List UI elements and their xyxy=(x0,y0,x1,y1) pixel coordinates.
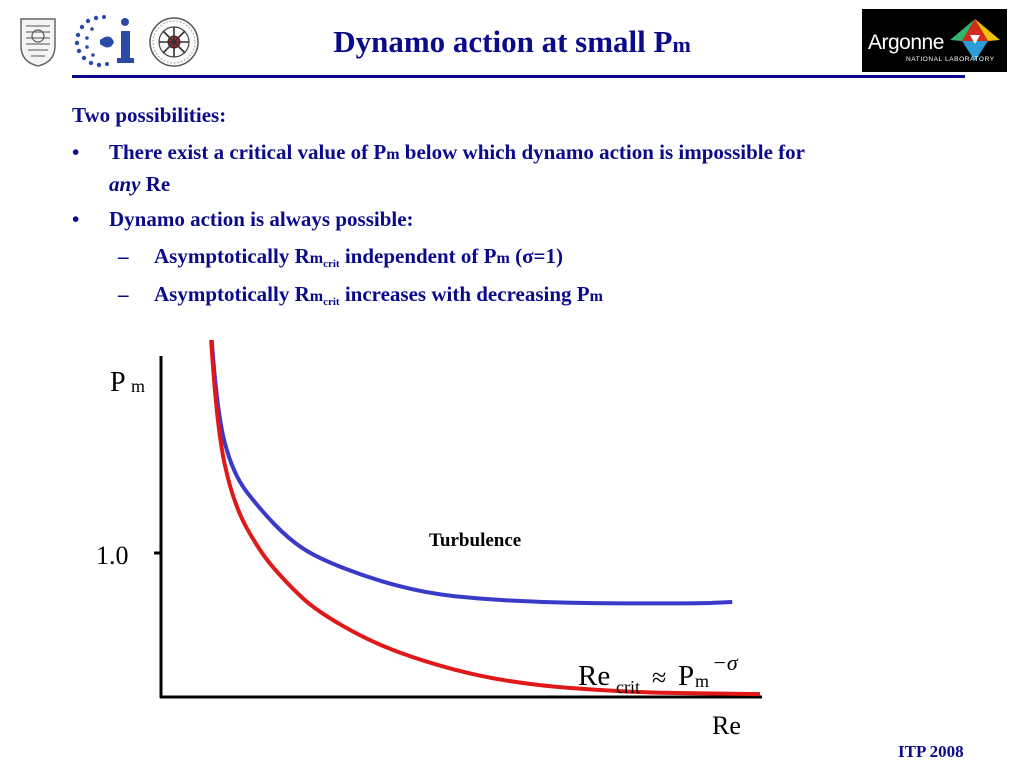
sub-bullet-2-m2: m xyxy=(589,288,603,305)
argonne-logo: Argonne NATIONAL LABORATORY xyxy=(862,9,1007,72)
heading-text: Two possibilities: xyxy=(72,103,227,127)
title-divider xyxy=(72,75,965,78)
sub-bullet-2-crit: crit xyxy=(323,296,340,308)
bullet-2-line: Dynamo action is always possible: xyxy=(109,204,414,234)
sub-bullet-1-line: Asymptotically Rmcrit independent of Pm … xyxy=(154,241,563,279)
scaling-formula: Re crit ≈ P m −σ xyxy=(578,650,739,697)
argonne-tagline: NATIONAL LABORATORY xyxy=(906,56,995,63)
formula-exponent: −σ xyxy=(712,650,739,675)
bullet-1-italic-any: any xyxy=(109,172,141,196)
pm-re-chart: P m 1.0 Re Turbulence Re crit ≈ P m −σ xyxy=(96,340,762,740)
partner-logos xyxy=(10,12,210,74)
bullet-2-text: Dynamo action is always possible: xyxy=(109,207,414,231)
bullet-1-text-re: Re xyxy=(140,172,171,196)
ci-logo xyxy=(74,15,134,68)
sub-bullet-1-text-c: (σ=1) xyxy=(509,244,563,268)
title-main: Dynamo action at small P xyxy=(333,24,673,59)
series-blue-curve xyxy=(209,340,733,606)
formula-re: Re xyxy=(578,660,610,692)
sub-bullet-2-text-a: Asymptotically R xyxy=(154,282,310,306)
sub-bullet-1-dash: – xyxy=(118,244,129,268)
argonne-triangle-icon xyxy=(950,19,1000,61)
turbulence-label: Turbulence xyxy=(429,530,521,551)
formula-p: P xyxy=(678,660,694,692)
sub-bullet-1-text-b: independent of P xyxy=(339,244,497,268)
slide-title: Dynamo action at small Pm xyxy=(0,24,1024,60)
y-tick-label: 1.0 xyxy=(96,541,129,570)
footer-label: ITP 2008 xyxy=(898,742,964,761)
heading-two-possibilities: Two possibilities: xyxy=(72,100,226,130)
cmso-seal-logo xyxy=(149,17,199,67)
bullet-1-subscript-m: m xyxy=(386,146,400,163)
title-subscript: m xyxy=(672,32,691,57)
argonne-name: Argonne xyxy=(868,31,944,54)
sub-bullet-1-m2: m xyxy=(496,250,510,267)
sub-bullet-1-crit: crit xyxy=(323,258,340,270)
sub-bullet-1-text-a: Asymptotically R xyxy=(154,244,310,268)
formula-crit: crit xyxy=(616,677,640,697)
bullet-1-line-2: any Re xyxy=(109,169,170,199)
sub-bullet-1-m: m xyxy=(309,250,324,267)
series-red-curve xyxy=(209,340,761,697)
y-axis-label-p: P xyxy=(110,367,126,398)
sub-bullet-2-m: m xyxy=(309,288,324,305)
bullet-1-glyph: • xyxy=(72,140,80,164)
sub-bullet-2-dash: – xyxy=(118,282,129,306)
bullet-2-glyph: • xyxy=(72,207,80,231)
bullet-1-text-a: There exist a critical value of P xyxy=(109,140,387,164)
bullet-1-line-1: There exist a critical value of Pm below… xyxy=(109,137,805,170)
university-crest-logo xyxy=(20,18,56,67)
x-axis-label: Re xyxy=(712,711,741,740)
sub-bullet-2-line: Asymptotically Rmcrit increases with dec… xyxy=(154,279,603,317)
formula-approx: ≈ xyxy=(652,663,666,692)
sub-bullet-2-text-b: increases with decreasing P xyxy=(339,282,590,306)
y-axis-label-m: m xyxy=(131,376,145,396)
bullet-1-text-b: below which dynamo action is impossible … xyxy=(399,140,805,164)
formula-m: m xyxy=(695,671,709,691)
